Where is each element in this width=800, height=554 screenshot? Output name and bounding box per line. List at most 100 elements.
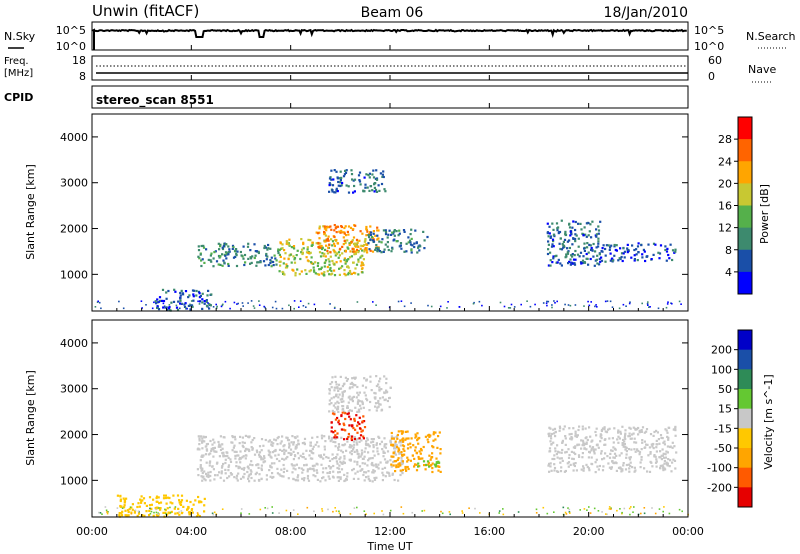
power-scatter-cell — [220, 305, 223, 308]
velocity-scatter-cell — [264, 507, 266, 509]
velocity-scatter-cell — [170, 510, 173, 513]
velocity-scatter-cell — [345, 379, 349, 382]
velocity-scatter-cell — [639, 461, 642, 464]
velocity-scatter-cell — [397, 463, 400, 466]
velocity-scatter-cell — [212, 447, 215, 450]
power-scatter-cell — [118, 300, 120, 303]
power-scatter-cell — [395, 230, 398, 233]
velocity-scatter-cell — [269, 475, 272, 478]
power-scatter-cell — [340, 225, 343, 229]
power-scatter-cell — [191, 305, 194, 308]
velocity-scatter-cell — [233, 476, 236, 479]
power-scatter-cell — [422, 230, 425, 233]
velocity-scatter-cell — [548, 432, 551, 435]
velocity-scatter-cell — [293, 464, 296, 467]
power-scatter-cell — [414, 229, 417, 232]
power-scatter-cell — [326, 252, 329, 255]
velocity-scatter-cell — [363, 450, 366, 453]
velocity-scatter-cell — [553, 454, 556, 457]
power-scatter-cell — [551, 261, 554, 264]
velocity-scatter-cell — [629, 464, 632, 467]
power-scatter-cell — [575, 234, 578, 237]
velocity-scatter-cell — [641, 426, 645, 429]
velocity-scatter-cell — [382, 513, 385, 516]
velocity-scatter-cell — [288, 444, 291, 447]
velocity-scatter-cell — [350, 453, 353, 456]
power-scatter-cell — [225, 252, 229, 255]
power-scatter-cell — [582, 255, 585, 258]
power-scatter-cell — [281, 270, 284, 274]
velocity-scatter-cell — [255, 449, 258, 452]
power-scatter-cell — [588, 304, 591, 307]
velocity-scatter-cell — [262, 444, 265, 447]
power-scatter-cell — [371, 239, 374, 242]
velocity-scatter-cell — [360, 439, 363, 442]
power-scatter-cell — [207, 302, 209, 304]
velocity-scatter-cell — [381, 479, 384, 482]
velocity-scatter-cell — [270, 441, 273, 444]
power-scatter-cell — [637, 251, 640, 254]
velocity-scatter-cell — [389, 459, 392, 462]
nave-tick-low: 0 — [708, 70, 715, 83]
velocity-scatter-cell — [578, 425, 581, 428]
power-scatter-cell — [574, 233, 577, 236]
power-scatter-cell — [362, 263, 365, 267]
velocity-scatter-cell — [349, 446, 352, 449]
power-scatter-cell — [302, 241, 305, 244]
velocity-scatter-cell — [327, 508, 329, 511]
power-scatter-cell — [604, 247, 607, 251]
velocity-scatter-cell — [381, 448, 384, 451]
velocity-scatter-cell — [378, 388, 381, 391]
velocity-scatter-cell — [618, 454, 621, 457]
velocity-scatter-cell — [365, 440, 368, 443]
velocity-scatter-cell — [336, 453, 339, 456]
velocity-scatter-cell — [395, 443, 398, 447]
velocity-scatter-cell — [178, 513, 181, 516]
velocity-scatter-cell — [394, 470, 397, 473]
power-scatter-cell — [376, 250, 379, 253]
power-scatter-cell — [640, 244, 643, 247]
velocity-scatter-cell — [361, 468, 364, 471]
velocity-scatter-cell — [260, 464, 263, 467]
velocity-scatter-cell — [255, 471, 258, 474]
velocity-scatter-cell — [366, 437, 369, 440]
velocity-scatter-cell — [198, 515, 201, 518]
velocity-scatter-cell — [629, 461, 632, 464]
power-scatter-cell — [641, 302, 643, 305]
power-scatter-cell — [570, 233, 573, 236]
power-scatter-cell — [400, 247, 403, 250]
velocity-scatter-cell — [328, 435, 331, 438]
velocity-scatter-cell — [603, 426, 606, 429]
power-scatter-cell — [242, 245, 245, 248]
velocity-scatter-cell — [388, 474, 391, 477]
velocity-scatter-cell — [407, 443, 410, 446]
velocity-scatter-cell — [341, 443, 344, 447]
velocity-scatter-cell — [547, 435, 551, 438]
velocity-scatter-cell — [276, 443, 279, 446]
velocity-scatter-cell — [334, 441, 337, 444]
velocity-scatter-cell — [321, 471, 325, 474]
velocity-scatter-cell — [375, 384, 378, 388]
power-scatter-cell — [350, 255, 353, 258]
velocity-scatter-cell — [200, 467, 203, 470]
velocity-scatter-cell — [354, 428, 357, 431]
velocity-scatter-cell — [119, 498, 122, 501]
power-scatter-cell — [263, 246, 266, 250]
power-scatter-cell — [602, 244, 605, 247]
power-scatter-cell — [329, 266, 332, 270]
velocity-scatter-cell — [364, 447, 367, 450]
velocity-scatter-cell — [123, 504, 126, 507]
velocity-scatter-cell — [323, 448, 326, 451]
power-scatter-cell — [363, 248, 366, 251]
velocity-scatter-cell — [645, 430, 648, 433]
velocity-scatter-cell — [291, 464, 294, 467]
power-scatter-cell — [322, 254, 325, 258]
power-scatter-cell — [374, 188, 378, 191]
power-scatter-cell — [185, 307, 188, 310]
station-title: Unwin (fitACF) — [92, 2, 199, 20]
velocity-scatter-cell — [401, 472, 404, 475]
velocity-scatter-cell — [633, 466, 636, 469]
velocity-scatter-cell — [568, 453, 571, 457]
velocity-scatter-cell — [363, 377, 366, 380]
power-scatter-cell — [272, 264, 275, 267]
